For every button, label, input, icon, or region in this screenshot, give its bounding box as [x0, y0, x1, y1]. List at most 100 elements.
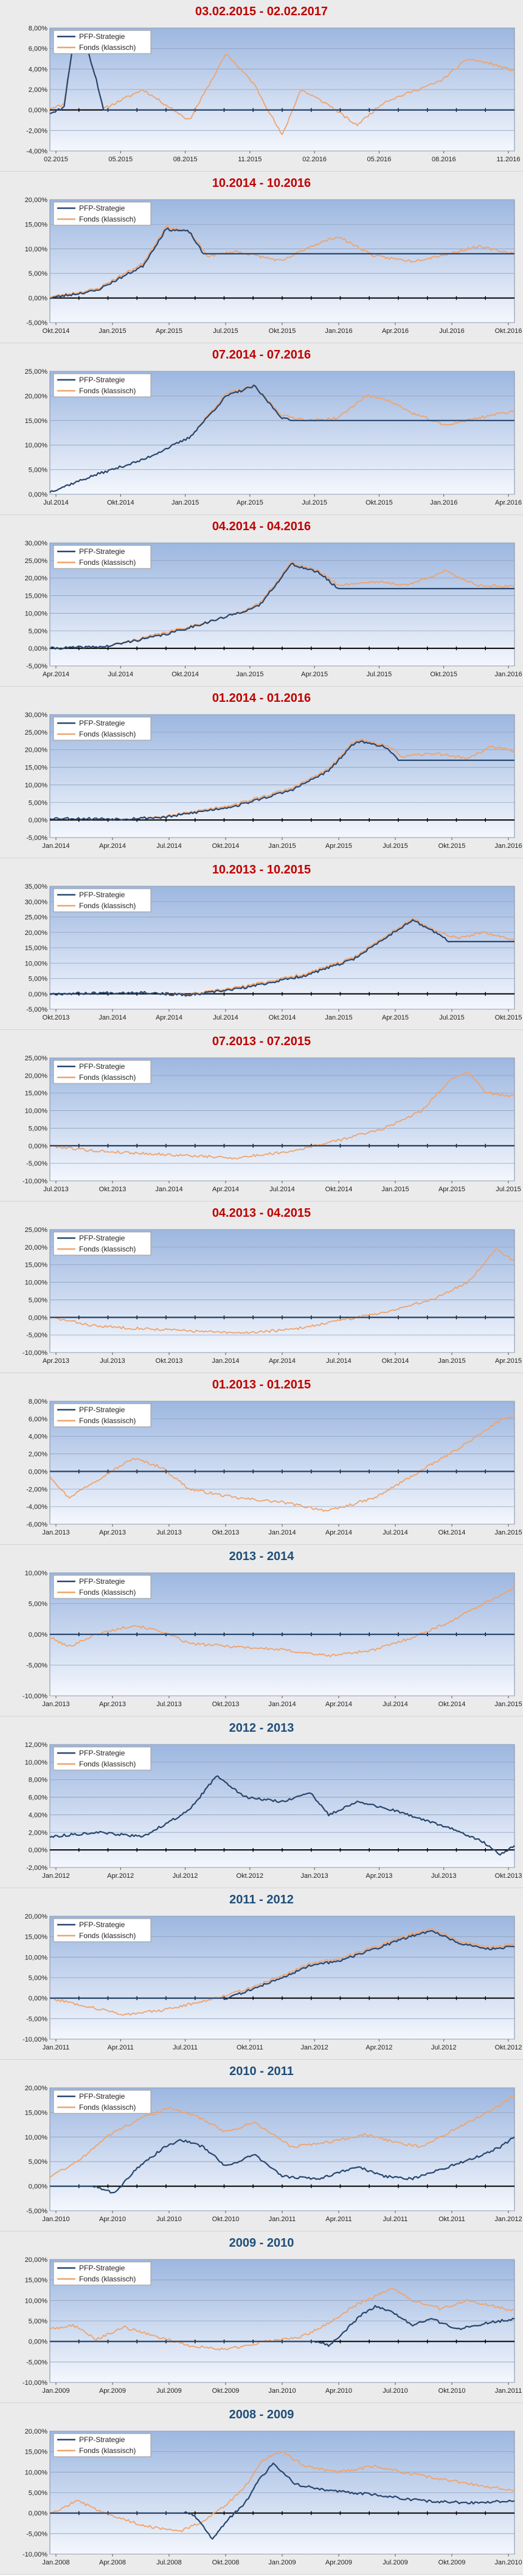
y-tick-label: 5,00% — [29, 1975, 47, 1982]
chart-panel: 2008 - 2009 20,00% 15,00% 10,00% 5,00% 0,00% -… — [0, 2403, 523, 2575]
y-tick-label: -2,00% — [26, 127, 47, 135]
legend-label-strategy: PFP-Strategie — [79, 1920, 125, 1929]
x-tick-label: Apr.2011 — [325, 2216, 352, 2223]
x-tick-label: Okt.2013 — [212, 1701, 240, 1708]
legend-box — [53, 1746, 151, 1771]
y-tick-label: 5,00% — [29, 976, 47, 983]
x-tick-label: Apr.2013 — [365, 1872, 392, 1880]
legend-label-strategy: PFP-Strategie — [79, 2264, 125, 2272]
x-tick-label: Jul.2010 — [383, 2387, 408, 2395]
line-chart: 20,00%15,00%10,00%5,00%0,00%-5,00%Okt.20… — [25, 197, 522, 335]
y-tick-label: 10,00% — [25, 2469, 48, 2476]
y-tick-label: -4,00% — [26, 148, 47, 155]
y-tick-label: 35,00% — [25, 883, 48, 891]
y-tick-label: -5,00% — [26, 1006, 47, 1013]
x-tick-label: Jan.2009 — [42, 2387, 69, 2395]
y-tick-label: -5,00% — [26, 320, 47, 327]
x-tick-label: Apr.2014 — [99, 842, 126, 850]
y-tick-label: 0,00% — [29, 2510, 47, 2518]
legend-label-fund: Fonds (klassisch) — [79, 43, 136, 52]
y-tick-label: 10,00% — [25, 246, 48, 253]
series-pfp-strategie — [49, 1775, 515, 1856]
x-tick-label: Jan.2010 — [268, 2387, 296, 2395]
y-tick-label: 0,00% — [29, 1143, 47, 1150]
x-tick-label: Jan.2011 — [43, 2044, 69, 2051]
series-pfp-strategie — [49, 919, 514, 997]
y-tick-label: 10,00% — [25, 1759, 48, 1766]
chart-panel: 2010 - 2011 20,00% 15,00% 10,00% 5,00% 0,00% -… — [0, 2060, 523, 2231]
x-tick-label: Apr.2012 — [107, 1872, 134, 1880]
x-tick-label: Okt.2009 — [212, 2387, 240, 2395]
legend: PFP-Strategie Fonds (klassisch) — [53, 1060, 151, 1084]
x-tick-label: Apr.2010 — [99, 2216, 126, 2223]
x-tick-label: Okt.2014 — [325, 1186, 353, 1193]
legend-box — [53, 716, 151, 741]
x-tick-label: Okt.2013 — [43, 1014, 70, 1021]
series-fonds-klassisch — [49, 1586, 515, 1657]
series-pfp-strategie — [49, 562, 514, 650]
y-tick-label: -5,00% — [26, 2015, 47, 2023]
y-tick-label: 8,00% — [29, 1398, 47, 1405]
chart-panel: 2012 - 2013 12,00% 10,00% 8,00% 6,00% 4,00% 2,… — [0, 1717, 523, 1888]
x-tick-label: Okt.2012 — [495, 2044, 522, 2051]
y-tick-label: -10,00% — [23, 2379, 47, 2387]
legend-box — [53, 888, 151, 912]
x-tick-label: Jan.2015 — [494, 1701, 522, 1708]
legend-label-strategy: PFP-Strategie — [79, 1405, 125, 1414]
x-tick-label: Jul.2011 — [383, 2216, 408, 2223]
y-tick-label: -10,00% — [23, 1178, 47, 1185]
line-chart: 20,00% 15,00% 10,00% 5,00% 0,00% -5,00% -10,00… — [23, 2256, 522, 2395]
x-tick-label: Apr.2008 — [99, 2559, 126, 2566]
y-tick-label: 5,00% — [29, 270, 47, 278]
legend-label-fund: Fonds (klassisch) — [79, 730, 136, 738]
y-tick-label: -4,00% — [26, 1503, 47, 1511]
legend-label-strategy: PFP-Strategie — [79, 1062, 125, 1071]
line-chart: 35,00% 30,00% 25,00% 20,00% 15,00% 10,00% 5,00… — [25, 883, 522, 1021]
legend-label-strategy: PFP-Strategie — [79, 1749, 125, 1757]
y-tick-label: 20,00% — [25, 1244, 48, 1251]
legend: PFP-Strategie Fonds (klassisch) — [53, 2433, 151, 2457]
x-tick-label: Okt.2010 — [438, 2387, 466, 2395]
x-tick-label: Okt.2014 — [438, 1701, 466, 1708]
x-tick-label: 02.2016 — [302, 156, 327, 163]
x-tick-label: Apr.2015 — [237, 499, 263, 506]
x-tick-label: Okt.2013 — [156, 1357, 183, 1365]
legend-box — [53, 1918, 151, 1942]
y-tick-label: 0,00% — [29, 1995, 47, 2003]
line-chart: 10,00% 5,00% 0,00% -5,00% -10,00%Jan.2013 Apr… — [23, 1570, 522, 1708]
x-tick-label: 08.2016 — [432, 156, 456, 163]
x-tick-label: Jul.2013 — [100, 1357, 125, 1365]
y-tick-label: 25,00% — [25, 1055, 48, 1062]
legend: PFP-Strategie Fonds (klassisch) — [53, 30, 151, 54]
legend-label-strategy: PFP-Strategie — [79, 1577, 125, 1586]
y-tick-label: 0,00% — [29, 1847, 47, 1854]
x-tick-label: Jan.2015 — [325, 1014, 352, 1021]
line-chart: 8,00% 6,00% 4,00% 2,00% 0,00% -2,00% -4,00% -6,… — [26, 1398, 522, 1536]
x-tick-label: Jan.2012 — [301, 2044, 328, 2051]
x-tick-label: Jul.2013 — [156, 1701, 182, 1708]
y-tick-label: 15,00% — [25, 418, 48, 425]
x-tick-label: Jan.2014 — [99, 1014, 126, 1021]
y-tick-label: 2,00% — [29, 1829, 47, 1836]
x-tick-label: Apr.2015 — [495, 1357, 522, 1365]
x-tick-label: Apr.2015 — [301, 671, 328, 678]
y-tick-label: 10,00% — [25, 1570, 48, 1577]
x-tick-label: Jan.2013 — [42, 1529, 69, 1536]
x-tick-label: Okt.2014 — [107, 499, 134, 506]
y-tick-label: 20,00% — [25, 393, 48, 400]
x-tick-label: Jan.2010 — [494, 2559, 522, 2566]
y-tick-label: 20,00% — [25, 2256, 48, 2264]
x-tick-label: Okt.2015 — [438, 842, 466, 850]
x-tick-label: Jan.2014 — [268, 1529, 296, 1536]
y-tick-label: -10,00% — [23, 2551, 47, 2558]
series-pfp-strategie — [49, 740, 514, 821]
x-tick-label: Apr.2014 — [269, 1357, 296, 1365]
y-tick-label: 4,00% — [29, 1811, 47, 1819]
x-tick-label: Jul.2014 — [108, 671, 133, 678]
y-tick-label: -5,00% — [26, 2359, 47, 2366]
y-tick-label: 10,00% — [25, 610, 48, 617]
x-tick-label: Jul.2014 — [383, 1701, 408, 1708]
y-tick-label: 15,00% — [25, 945, 48, 952]
chart-panel: 10.2013 - 10.2015 35,00% 30,00% 25,00% 20,00… — [0, 858, 523, 1030]
series-pfp-strategie — [50, 2462, 515, 2540]
